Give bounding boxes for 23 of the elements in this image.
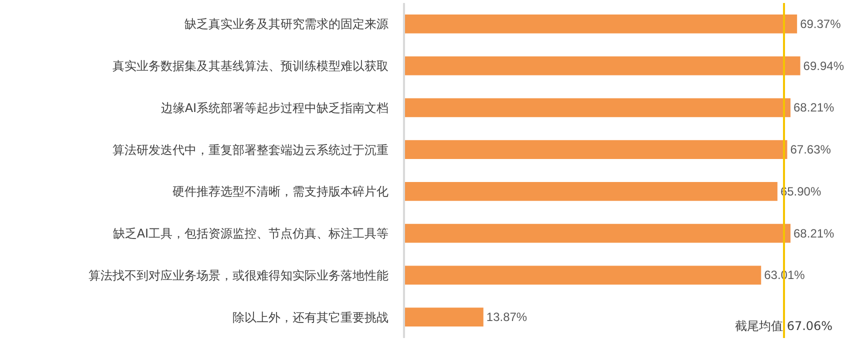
ref-line-label: 截尾均值 67.06% <box>735 319 833 333</box>
y-tick-label: 除以上外，还有其它重要挑战 <box>232 310 389 324</box>
data-label: 68.21% <box>794 226 835 240</box>
y-tick-label: 缺乏真实业务及其研究需求的固定来源 <box>184 17 389 32</box>
bar <box>405 14 798 34</box>
y-tick-label: 边缘AI系统部署等起步过程中缺乏指南文档 <box>160 100 389 115</box>
bar <box>405 182 778 201</box>
bar <box>405 224 790 243</box>
bar <box>405 266 762 285</box>
bar <box>405 98 790 118</box>
y-tick-label: 真实业务数据集及其基线算法、预训练模型难以获取 <box>112 59 389 74</box>
data-label: 13.87% <box>486 310 528 324</box>
data-label: 68.21% <box>794 100 835 115</box>
bar <box>405 56 800 76</box>
bar <box>405 308 484 326</box>
y-tick-label: 硬件推荐选型不清晰，需支持版本碎片化 <box>172 184 389 199</box>
y-tick-label: 算法找不到对应业务场景，或很难得知实际业务落地性能 <box>88 268 389 282</box>
y-tick-label: 缺乏AI工具，包括资源监控、节点仿真、标注工具等 <box>112 226 389 241</box>
bar <box>405 140 788 159</box>
data-label: 67.63% <box>790 142 832 157</box>
data-label: 69.37% <box>800 16 842 31</box>
data-label: 69.94% <box>803 58 844 73</box>
y-tick-label: 算法研发迭代中，重复部署整套端边云系统过于沉重 <box>112 142 389 157</box>
